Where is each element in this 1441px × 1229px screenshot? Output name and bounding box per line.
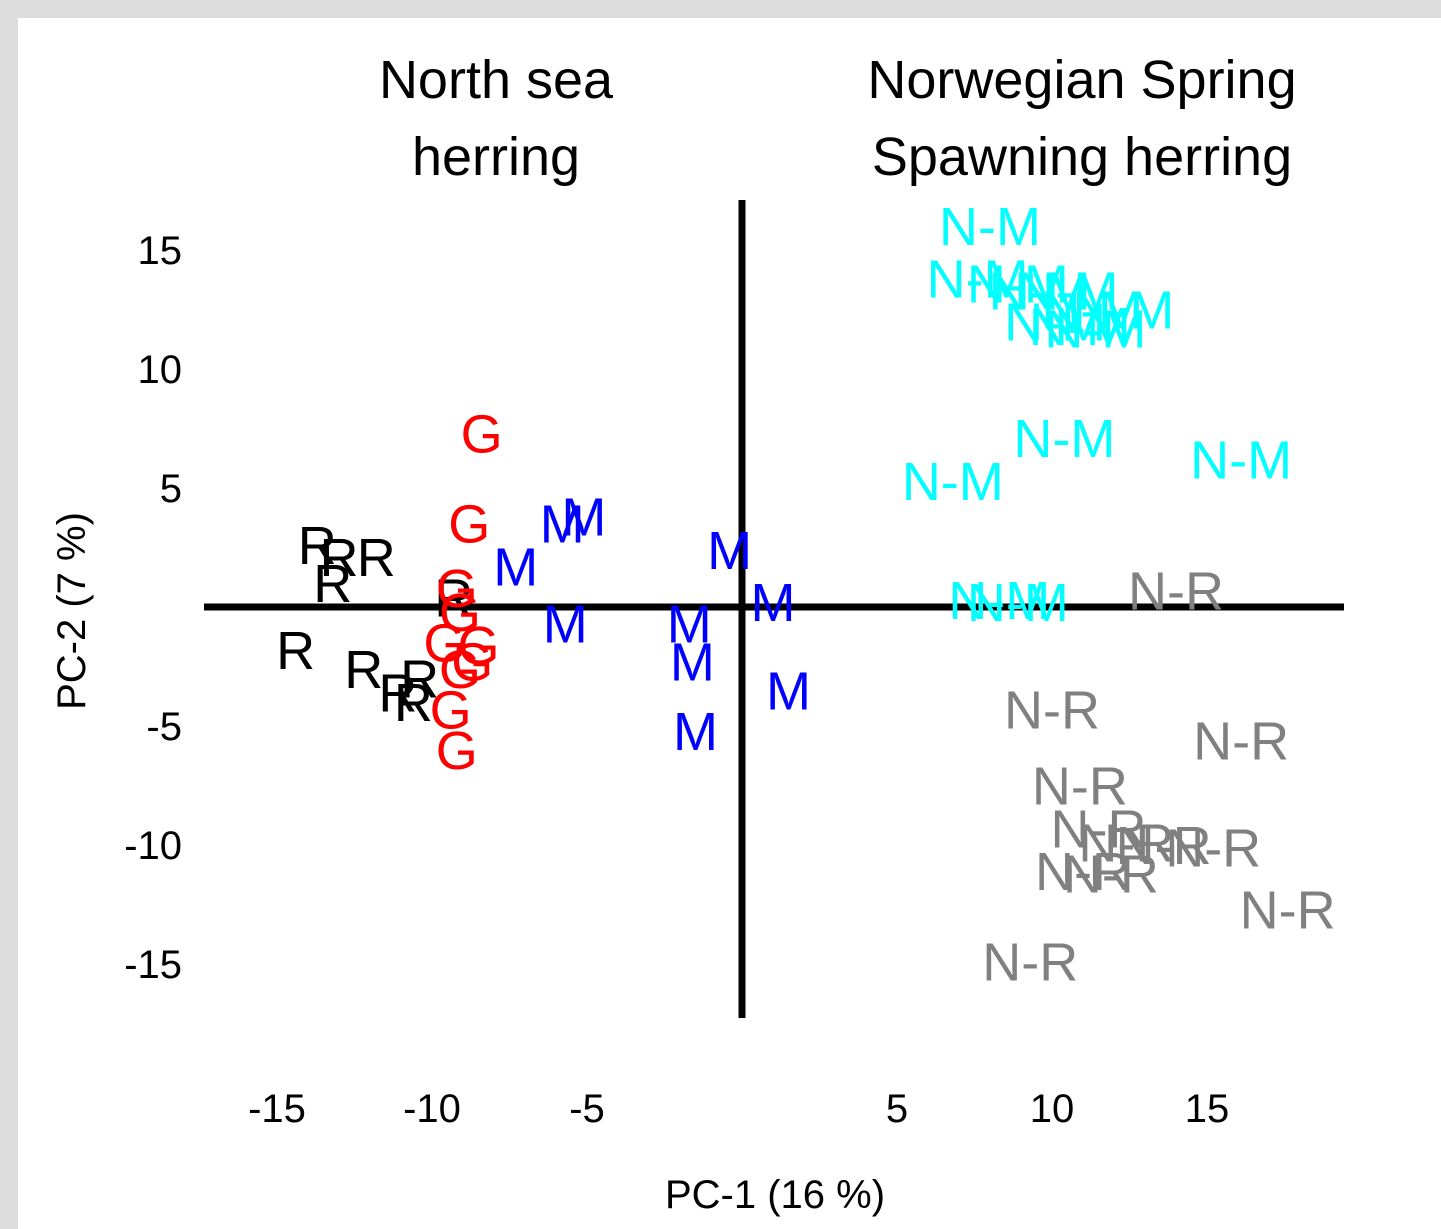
data-point: R — [378, 664, 417, 724]
data-point: R — [344, 640, 383, 700]
y-tick-label: 5 — [160, 467, 182, 511]
data-point: M — [707, 521, 752, 581]
data-point: N-M — [939, 197, 1041, 257]
data-point: R — [394, 673, 433, 733]
x-tick-label: 10 — [1030, 1087, 1075, 1131]
data-point: N-M — [1017, 261, 1119, 321]
data-point: N-R — [1165, 818, 1261, 878]
y-axis-label: PC-2 (7 %) — [50, 512, 94, 710]
data-point: N-R — [1004, 680, 1100, 740]
data-point: N-M — [1029, 297, 1131, 357]
x-axis-label: PC-1 (16 %) — [665, 1173, 885, 1217]
data-point: G — [448, 495, 490, 555]
data-point: N-R — [1240, 880, 1336, 940]
data-point: M — [540, 495, 585, 555]
group-label-line: herring — [412, 127, 580, 187]
data-point: G — [439, 583, 481, 643]
data-point: M — [667, 595, 712, 655]
data-point: M — [561, 488, 606, 548]
data-point: N-M — [1004, 292, 1106, 352]
data-point: M — [766, 661, 811, 721]
data-point: G — [436, 721, 478, 781]
data-point: N-M — [927, 250, 1029, 310]
y-tick-label: -10 — [124, 824, 182, 868]
data-point: N-M — [902, 452, 1004, 512]
group-label-line: North sea — [379, 50, 614, 110]
x-tick-label: -5 — [569, 1087, 605, 1131]
data-point: G — [439, 640, 481, 700]
data-point: R — [400, 649, 439, 709]
labels-layer: PC-1 (16 %) PC-2 (7 %) — [50, 512, 885, 1217]
data-point: N-M — [1072, 281, 1174, 341]
ticks-layer: -15 -10 -5 5 10 15 15 10 5 -5 -10 -15 — [124, 229, 1229, 1131]
data-point: N-R — [1035, 842, 1131, 902]
group-label-right: Norwegian Spring Spawning herring — [867, 50, 1296, 187]
x-tick-label: 15 — [1185, 1087, 1230, 1131]
data-point: R — [434, 568, 473, 628]
y-tick-label: 15 — [138, 229, 183, 273]
data-point: G — [461, 404, 503, 464]
data-point: R — [357, 528, 396, 588]
data-point: R — [298, 516, 337, 576]
data-point: R — [276, 621, 315, 681]
group-label-left: North sea herring — [379, 50, 614, 187]
y-tick-label: 10 — [138, 348, 183, 392]
data-point: M — [493, 538, 538, 598]
data-point: N-M — [1044, 300, 1146, 360]
x-tick-label: -15 — [248, 1087, 306, 1131]
data-point: N-R — [982, 933, 1078, 993]
data-point: G — [423, 614, 465, 674]
axes-layer — [204, 200, 1344, 1018]
data-point: N-M — [1041, 281, 1143, 341]
data-point: G — [430, 680, 472, 740]
series-n-r: N-RN-RN-RN-RN-RN-RN-RN-RN-RN-RN-RN-R — [982, 561, 1335, 992]
data-point: N-M — [967, 254, 1069, 314]
data-point: N-M — [1013, 409, 1115, 469]
data-point: G — [457, 616, 499, 676]
data-point: M — [670, 633, 715, 693]
data-point: M — [751, 573, 796, 633]
x-tick-label: 5 — [886, 1087, 908, 1131]
group-label-line: Spawning herring — [872, 127, 1292, 187]
data-point: N-R — [1063, 845, 1159, 905]
group-labels: North sea herring Norwegian Spring Spawning… — [379, 50, 1297, 187]
data-point: R — [313, 554, 352, 614]
data-point: G — [436, 559, 478, 619]
data-point: N-M — [967, 573, 1069, 633]
group-label-line: Norwegian Spring — [867, 50, 1296, 110]
data-point: N-R — [1032, 757, 1128, 817]
y-tick-label: -5 — [146, 705, 182, 749]
data-point: N-R — [1193, 711, 1289, 771]
data-point: M — [673, 702, 718, 762]
data-point: N-M — [948, 571, 1050, 631]
x-tick-label: -10 — [403, 1087, 461, 1131]
y-tick-label: -15 — [124, 943, 182, 987]
data-point: N-R — [1051, 799, 1147, 859]
data-point: N-R — [1078, 814, 1174, 874]
data-point: M — [543, 595, 588, 655]
data-point: N-R — [1116, 816, 1212, 876]
data-point: N-R — [1128, 561, 1224, 621]
series-n-m: N-MN-MN-MN-MN-MN-MN-MN-MN-MN-MN-MN-M N-MN… — [902, 197, 1292, 633]
data-point: G — [451, 633, 493, 693]
data-point: N-M — [989, 261, 1091, 321]
data-point: N-M — [1190, 430, 1292, 490]
data-point: R — [320, 528, 359, 588]
